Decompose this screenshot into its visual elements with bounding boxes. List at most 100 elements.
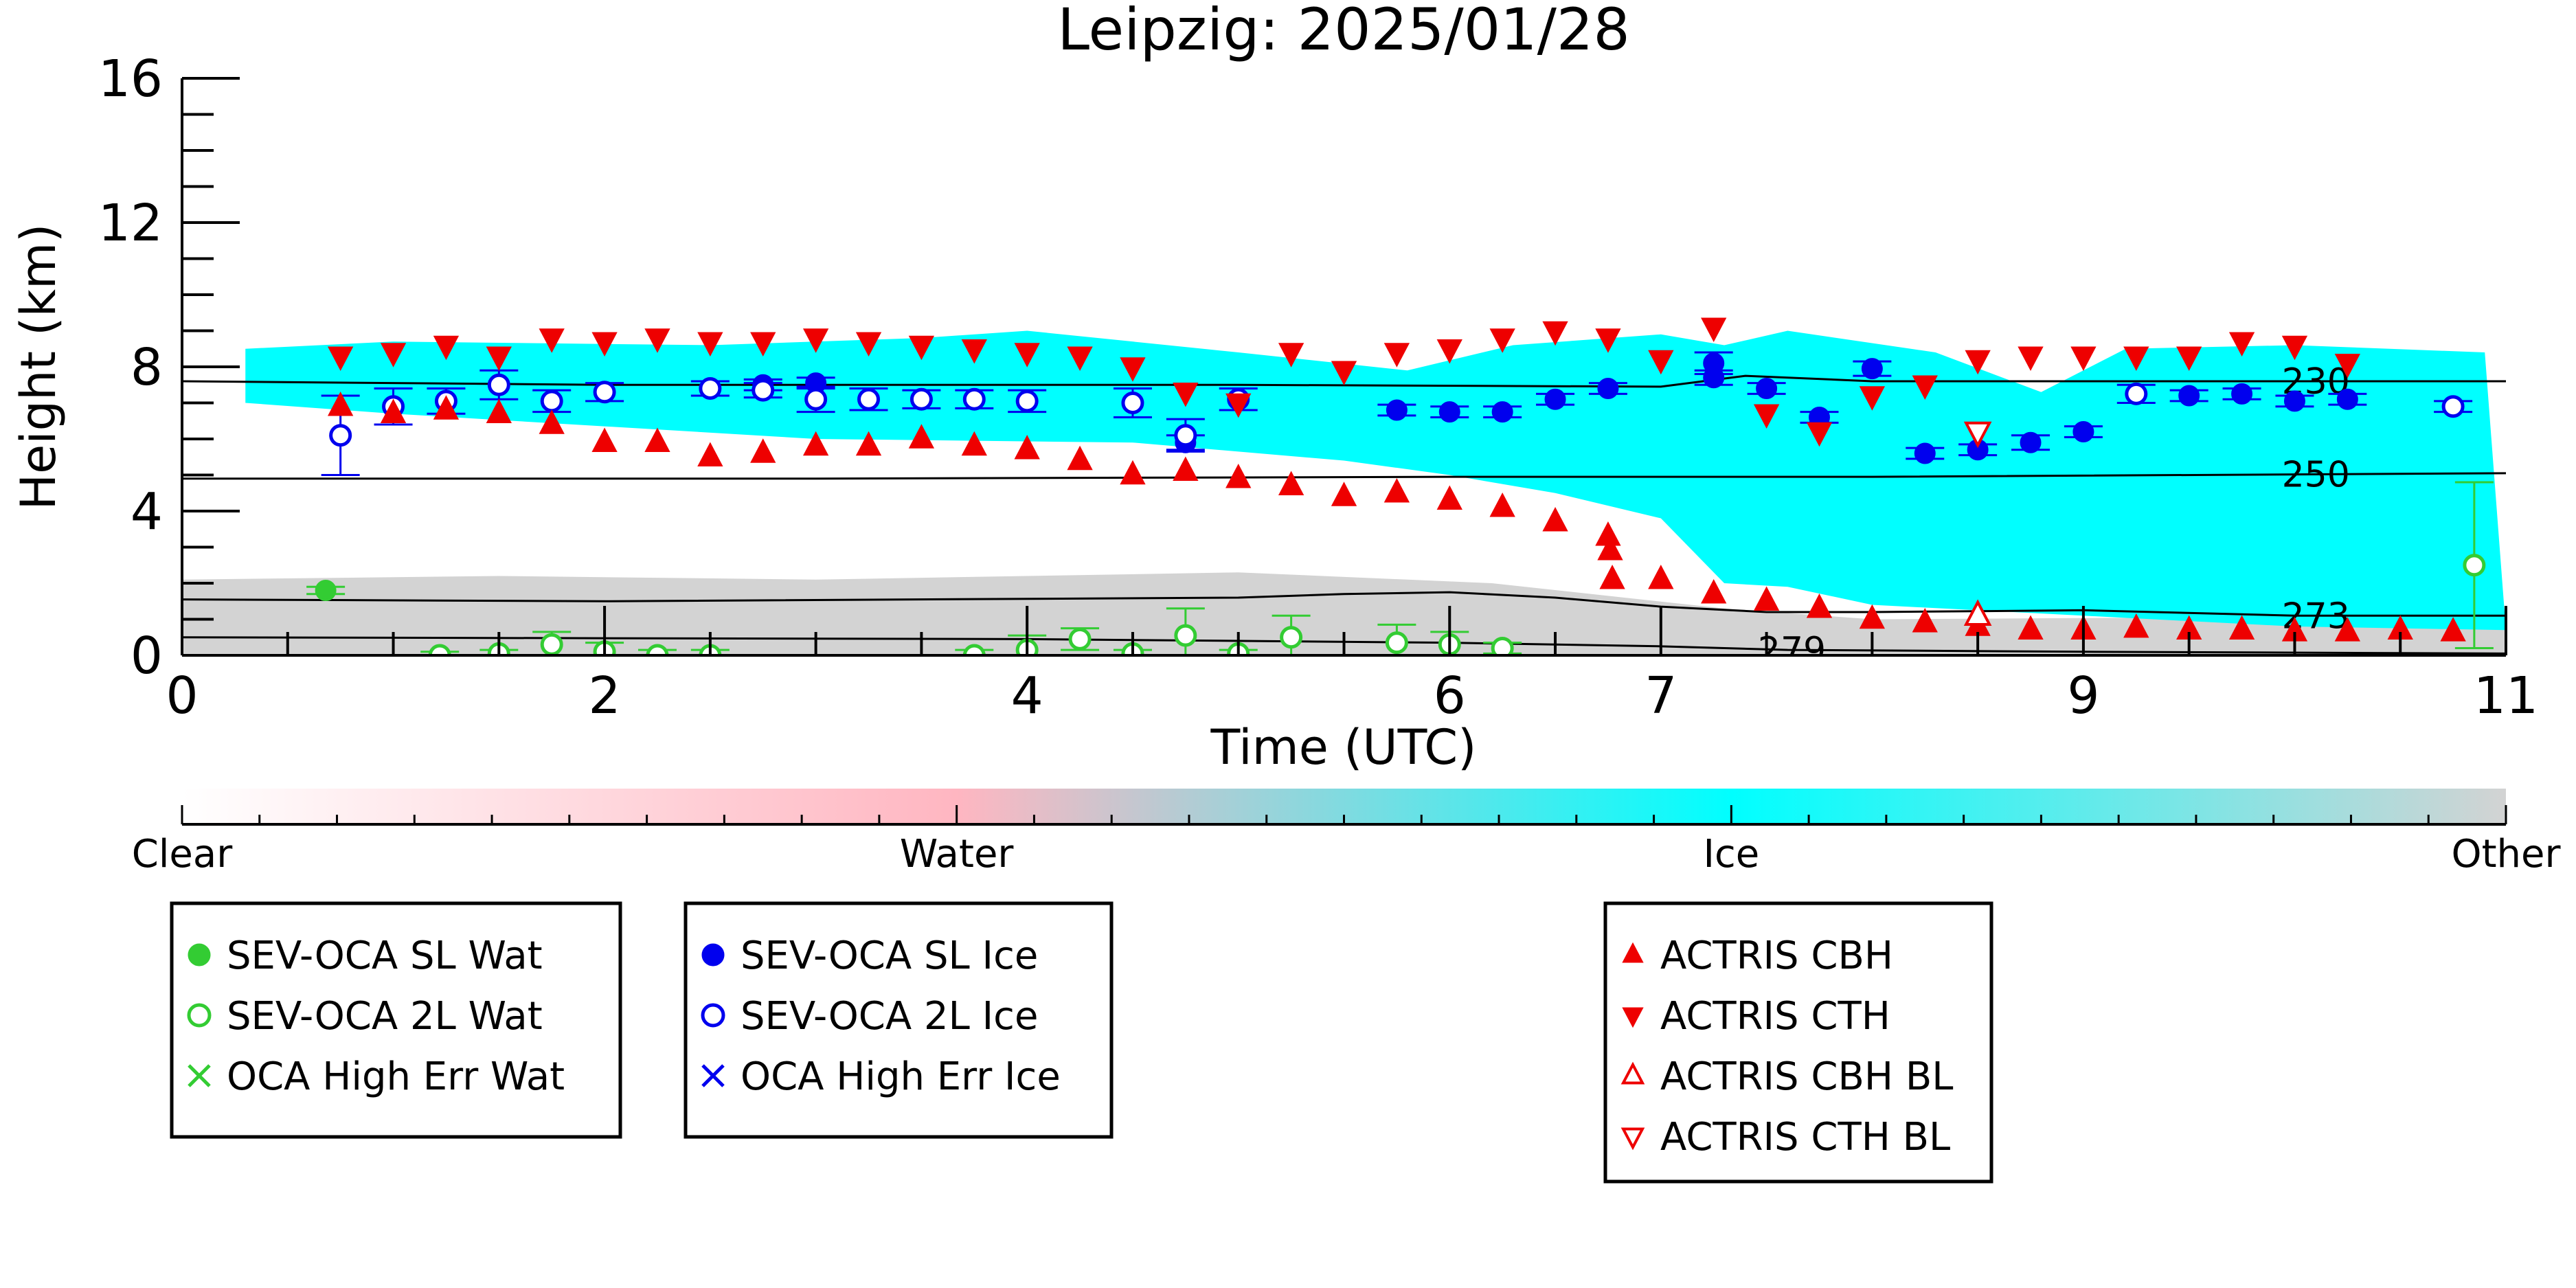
x-tick-label: 0 <box>166 666 198 725</box>
data-point <box>961 431 987 456</box>
data-point <box>1542 507 1568 532</box>
legend-label-actris-cth-bl: ACTRIS CTH BL <box>1660 1115 1950 1160</box>
data-point <box>908 424 935 449</box>
data-point <box>644 427 670 452</box>
data-point <box>2018 615 2044 640</box>
y-axis-label: Height (km) <box>10 224 67 510</box>
legend-marker-sev-oca-sl-wat <box>188 943 211 967</box>
data-point <box>2228 615 2255 640</box>
data-point <box>2070 346 2097 371</box>
contour-label-250: 250 <box>2282 454 2350 495</box>
data-point <box>539 328 565 353</box>
chart-title: Leipzig: 2025/01/28 <box>1057 0 1630 63</box>
legend-box-3: ACTRIS CBH ACTRIS CTH ACTRIS CBH BL ACTRIS … <box>1603 901 1993 1184</box>
data-point <box>1174 424 1197 447</box>
series-actris-cth-bl <box>1963 421 1992 449</box>
legend-label-actris-cbh-bl: ACTRIS CBH BL <box>1660 1054 1953 1099</box>
data-point <box>540 633 563 655</box>
data-point <box>1436 485 1462 510</box>
legend-label-sev-oca-2l-ice: SEV-OCA 2L Ice <box>741 994 1038 1039</box>
data-point <box>909 387 933 411</box>
data-point <box>1861 358 1883 380</box>
data-point <box>2283 390 2305 412</box>
data-point <box>2440 617 2466 642</box>
data-point <box>1067 346 1093 371</box>
data-point <box>2176 346 2202 371</box>
x-tick-label: 11 <box>2474 666 2538 725</box>
legend-marker-sev-oca-2l-wat <box>187 1003 212 1028</box>
data-point <box>1014 343 1040 368</box>
data-point <box>1173 383 1199 407</box>
data-point <box>1703 352 1725 374</box>
data-point <box>1965 350 1991 375</box>
data-point <box>486 346 512 371</box>
data-point <box>2018 346 2044 371</box>
data-point <box>1859 604 1886 629</box>
data-point <box>855 431 882 456</box>
legend-marker-sev-oca-sl-ice <box>701 943 725 967</box>
data-point <box>328 392 354 416</box>
data-point <box>1597 536 1623 561</box>
colorbar-label-water: Water <box>900 832 1015 877</box>
data-point <box>540 389 563 413</box>
legends: SEV-OCA SL Wat SEV-OCA 2L Wat OCA High Err… <box>170 901 1993 1184</box>
data-point <box>591 427 618 452</box>
data-point <box>1753 586 1780 611</box>
legend-marker-actris-cbh-bl <box>1620 1061 1645 1085</box>
legend-frame <box>683 901 1114 1139</box>
data-point <box>697 332 723 357</box>
data-points <box>306 317 2494 655</box>
data-point <box>593 381 616 404</box>
data-point <box>2228 332 2255 357</box>
data-point <box>802 431 829 456</box>
data-point <box>1912 375 1938 400</box>
data-point <box>1542 321 1568 346</box>
colorbar-label-other: Other <box>2451 832 2561 877</box>
data-point <box>1121 392 1144 414</box>
data-point <box>1225 464 1252 488</box>
series-sev-oca-sl-ice <box>743 351 2367 464</box>
data-point <box>1806 422 1833 447</box>
y-tick-label: 16 <box>98 49 163 109</box>
data-point <box>1599 565 1625 589</box>
data-point <box>699 377 722 400</box>
data-point <box>2231 383 2253 405</box>
y-tick-label: 12 <box>98 194 163 253</box>
legend-box-1: SEV-OCA SL Wat SEV-OCA 2L Wat OCA High Err… <box>170 901 622 1139</box>
legend-marker-actris-cth <box>1622 1007 1644 1028</box>
data-point <box>539 409 565 434</box>
data-point <box>1331 482 1357 506</box>
data-point <box>428 644 451 655</box>
legend-label-oca-high-err-ice: OCA High Err Ice <box>741 1054 1061 1099</box>
data-point <box>1753 404 1780 429</box>
data-point <box>750 438 776 463</box>
data-point <box>1120 357 1146 382</box>
data-point <box>591 332 618 357</box>
data-point <box>908 335 935 361</box>
legend-label-sev-oca-sl-ice: SEV-OCA SL Ice <box>741 934 1038 978</box>
data-point <box>644 328 670 353</box>
data-point <box>433 335 460 361</box>
data-point <box>1701 317 1727 342</box>
data-point <box>2334 617 2360 642</box>
data-point <box>2123 346 2149 371</box>
series-sev-oca-sl-wat <box>306 580 346 601</box>
data-point <box>1544 388 1566 410</box>
data-point <box>1120 460 1146 485</box>
data-point <box>2336 388 2358 410</box>
data-point <box>1912 608 1938 633</box>
data-point <box>1963 421 1992 449</box>
data-point <box>962 387 986 411</box>
data-point <box>1436 339 1462 364</box>
data-point <box>328 346 354 371</box>
data-point <box>1015 389 1039 413</box>
data-point <box>1489 493 1515 517</box>
legend-label-actris-cth: ACTRIS CTH <box>1660 994 1890 1039</box>
data-point <box>2441 395 2465 418</box>
data-point <box>1383 478 1410 503</box>
data-point <box>315 580 337 601</box>
data-point <box>1438 401 1460 423</box>
legend-frame <box>170 901 622 1139</box>
x-axis-label: Time (UTC) <box>1210 719 1477 776</box>
